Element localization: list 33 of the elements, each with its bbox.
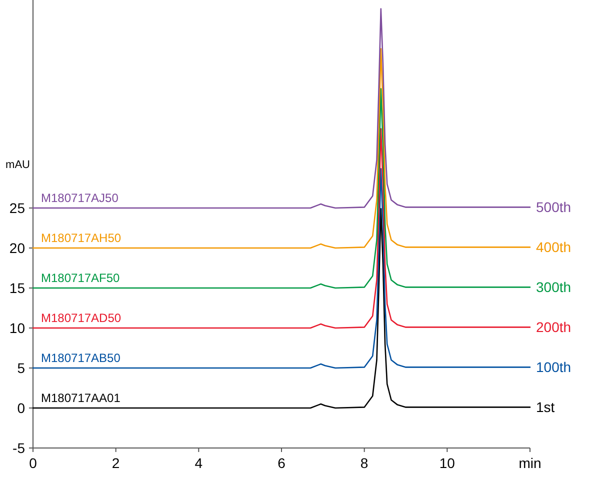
- series-label: 400th: [536, 239, 572, 256]
- series-label: 300th: [536, 279, 572, 296]
- x-tick-label: 6: [278, 455, 286, 471]
- annotation: M180717AH50: [41, 231, 122, 245]
- x-tick-label: 0: [29, 455, 38, 471]
- line-series: [32, 168, 531, 369]
- y-tick-label: -5: [12, 440, 26, 456]
- annotation: M180717AF50: [41, 271, 120, 285]
- x-tick-label: 4: [194, 455, 203, 471]
- annotation: M180717AJ50: [41, 191, 119, 205]
- x-tick-label: 2: [112, 455, 120, 471]
- x-tick-label: min: [518, 455, 542, 471]
- y-tick-label: 0: [17, 400, 26, 416]
- series-label: 500th: [536, 199, 572, 216]
- y-axis-title: mAU: [6, 159, 30, 171]
- series-label: 100th: [536, 359, 572, 376]
- y-tick-label: 20: [9, 240, 26, 256]
- y-tick-label: 15: [9, 280, 26, 296]
- y-tick-label: 25: [9, 200, 26, 216]
- line-series: [32, 128, 531, 329]
- series-label: 1st: [536, 399, 555, 416]
- x-tick-label: 8: [360, 455, 368, 471]
- line-series: [32, 88, 531, 289]
- line-series: [32, 208, 531, 409]
- y-tick-label: 5: [17, 360, 26, 376]
- annotation: M180717AB50: [41, 351, 121, 365]
- y-tick-label: 10: [9, 320, 26, 336]
- annotation: M180717AD50: [41, 311, 122, 325]
- series-label: 200th: [536, 319, 572, 336]
- annotation: M180717AA01: [41, 391, 121, 405]
- line-series: [32, 48, 531, 249]
- x-tick-label: 10: [439, 455, 456, 471]
- line-series: [32, 8, 531, 209]
